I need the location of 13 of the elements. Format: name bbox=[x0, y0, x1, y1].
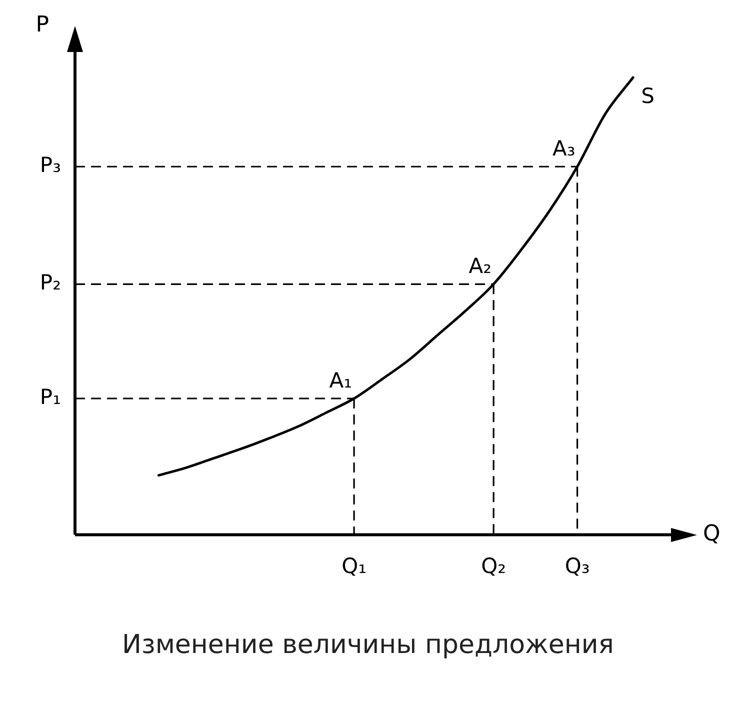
annotation: A₃ bbox=[552, 136, 576, 161]
ref-line-label: P₂ bbox=[40, 270, 61, 295]
text: Изменение величины предложения bbox=[121, 630, 615, 660]
ref-line-label: P₃ bbox=[40, 153, 61, 178]
x-tick-label: Q₂ bbox=[481, 554, 506, 578]
series-label: S bbox=[641, 84, 654, 108]
x-tick-label: Q₃ bbox=[564, 554, 590, 578]
y-axis-title: P bbox=[36, 12, 49, 38]
annotation: A₁ bbox=[329, 368, 352, 392]
annotation: A₂ bbox=[468, 254, 492, 278]
x-axis-title: Q bbox=[703, 522, 720, 547]
x-tick-label: Q₁ bbox=[342, 554, 367, 578]
ref-line-label: P₁ bbox=[40, 384, 61, 409]
